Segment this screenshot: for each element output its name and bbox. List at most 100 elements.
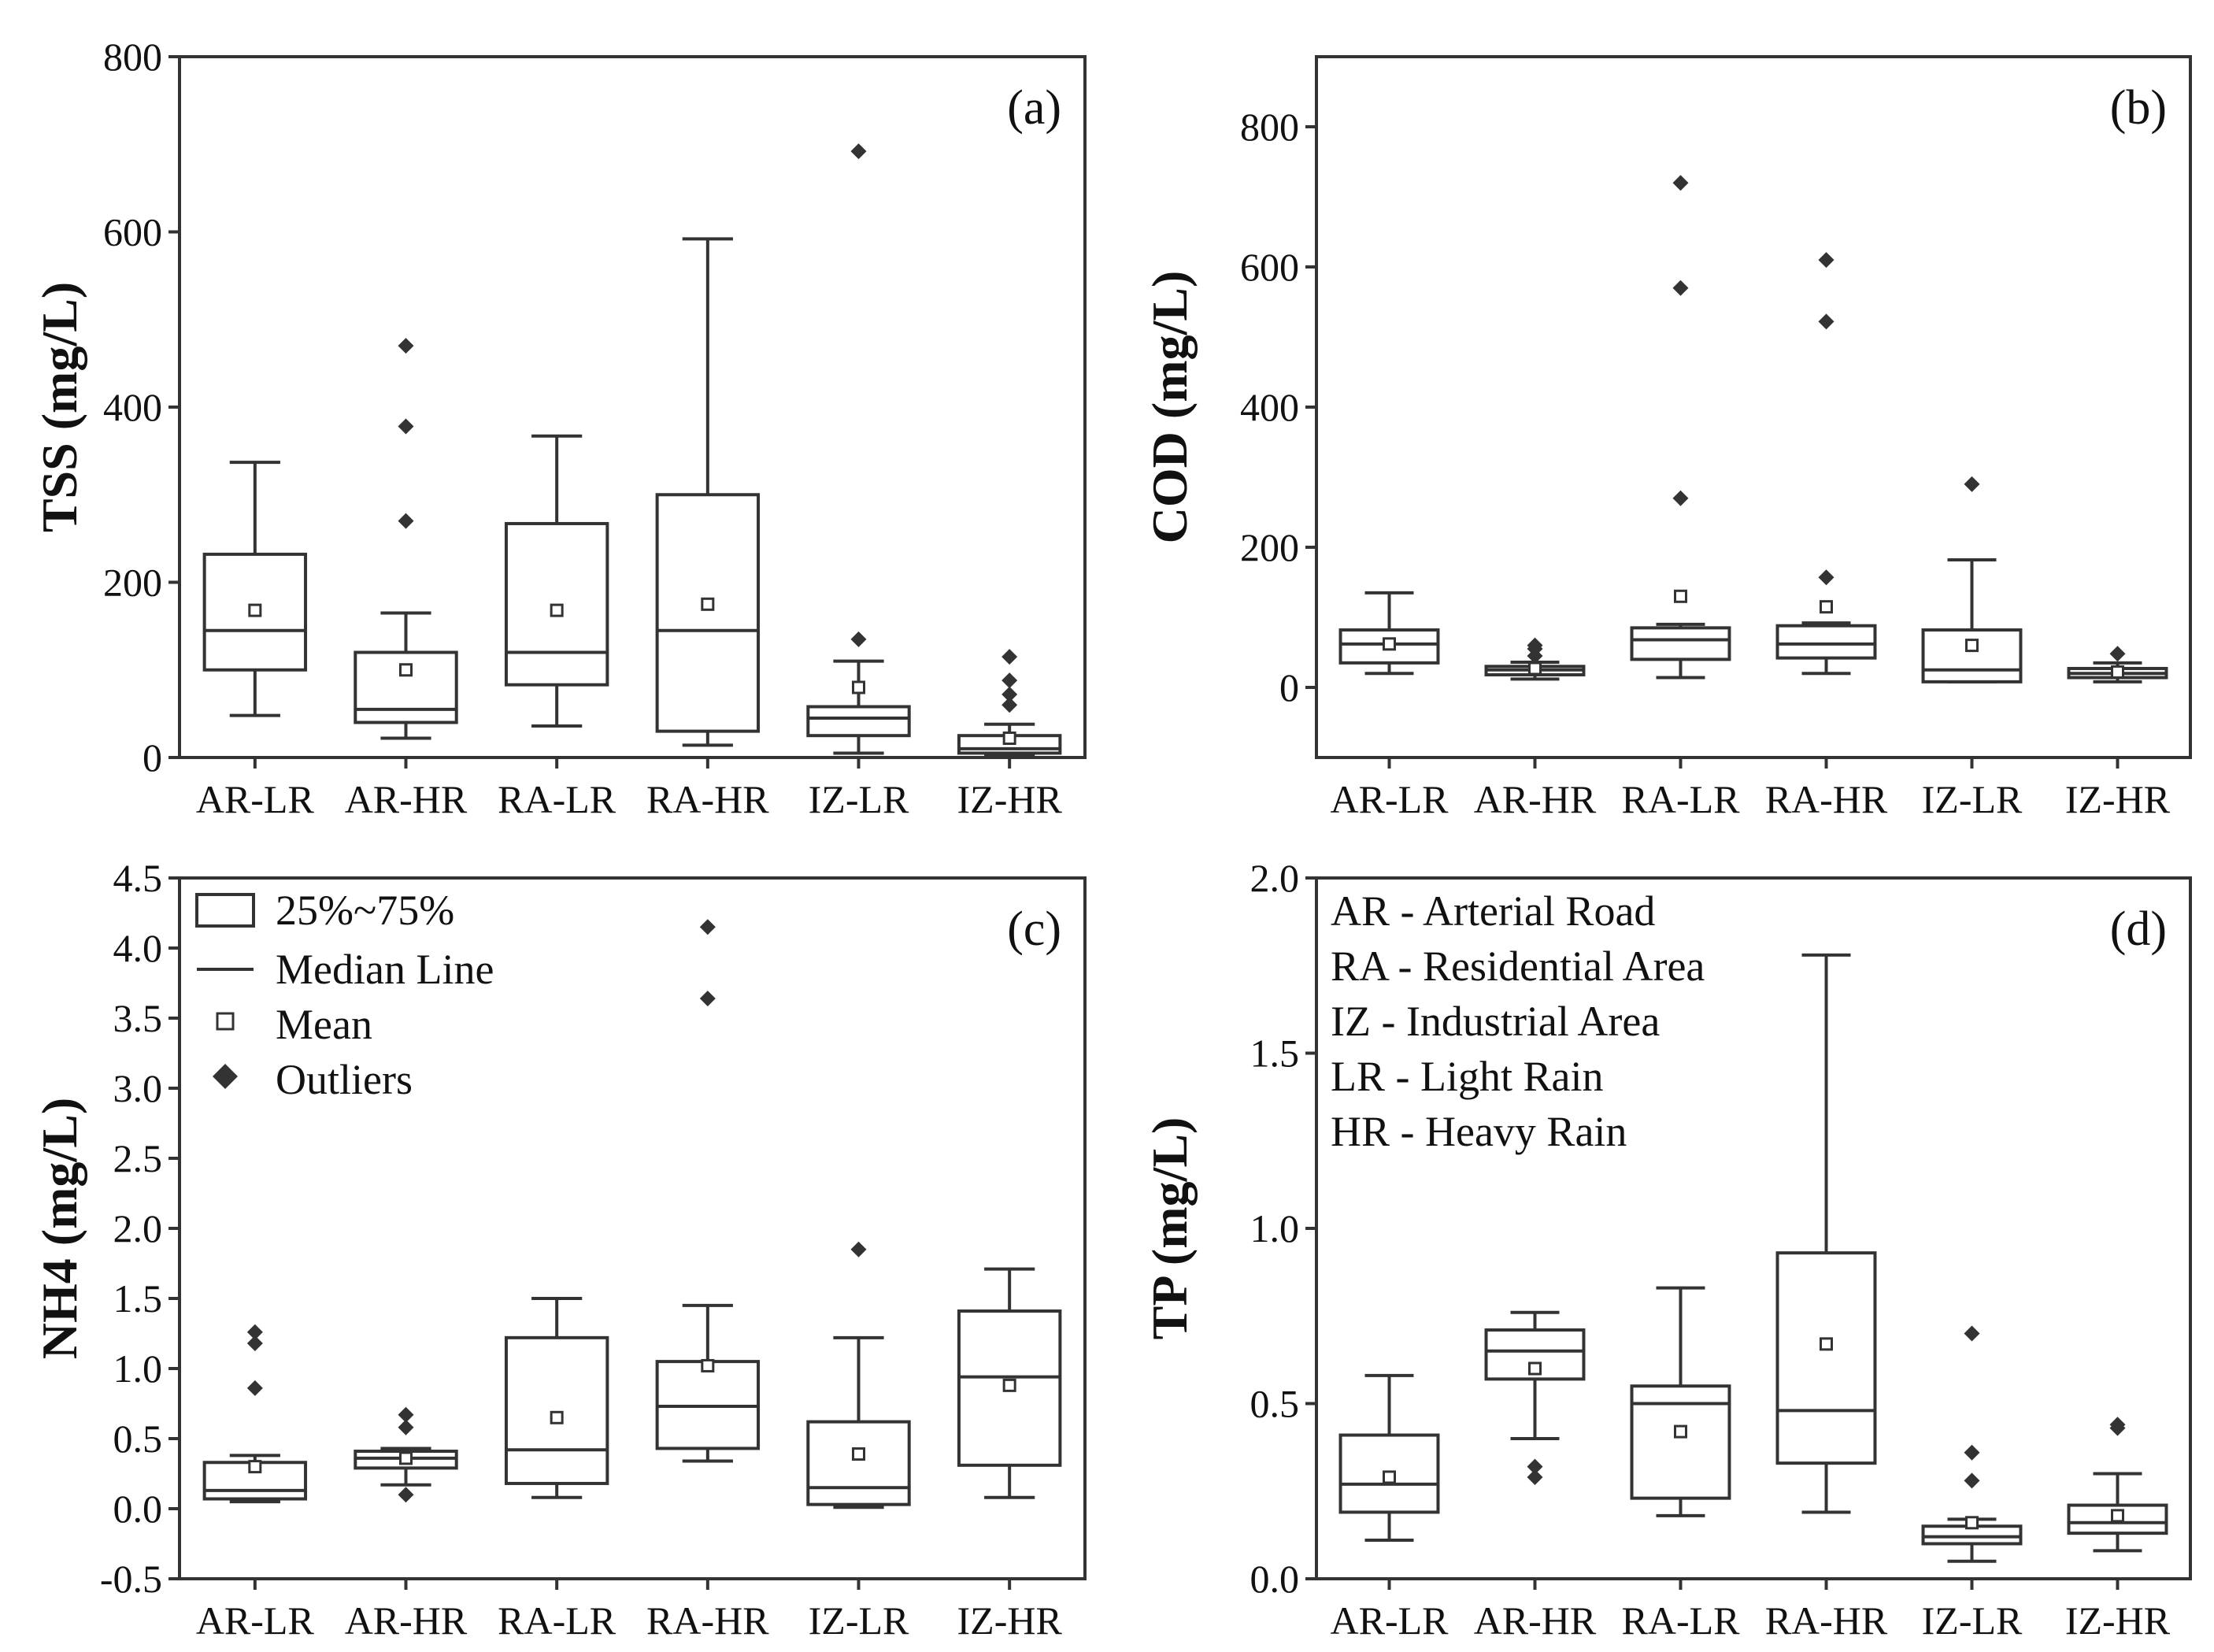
outlier-marker	[1672, 490, 1689, 506]
x-tick-label: AR-HR	[345, 777, 468, 821]
x-tick-label: RA-HR	[646, 777, 769, 821]
outlier-marker	[1818, 569, 1835, 586]
x-tick-label: RA-LR	[498, 1598, 616, 1643]
y-tick-label: 0	[1279, 665, 1299, 709]
box-iz-lr	[806, 143, 911, 755]
legend-box-swatch	[195, 893, 255, 928]
y-tick-label: 600	[103, 210, 162, 254]
mean-marker	[2111, 1509, 2124, 1523]
outlier-marker	[398, 338, 414, 354]
mean-marker	[1528, 661, 1542, 676]
x-tick-label: RA-HR	[646, 1598, 769, 1643]
outlier-marker	[1964, 476, 1980, 492]
mean-marker	[399, 1451, 413, 1465]
outlier-marker	[246, 1380, 263, 1396]
x-tick-label: IZ-LR	[1922, 1598, 2023, 1643]
y-tick-label: 200	[103, 561, 162, 605]
box-iz-hr	[2067, 1417, 2168, 1553]
box-ra-hr	[1775, 252, 1877, 676]
box-ra-lr	[504, 1297, 609, 1499]
iqr-box	[806, 705, 911, 738]
x-tick-label: AR-HR	[1474, 1598, 1597, 1643]
iqr-box	[1775, 1251, 1877, 1465]
y-tick-label: 3.5	[113, 996, 163, 1040]
y-tick-label: 200	[1240, 525, 1299, 569]
abbreviation-line: HR - Heavy Rain	[1331, 1108, 1627, 1155]
y-tick-label: 0.0	[1250, 1557, 1300, 1601]
y-tick-label: -0.5	[100, 1557, 162, 1601]
mean-marker	[1965, 1516, 1979, 1530]
iqr-box	[1921, 628, 2023, 683]
outlier-marker	[1672, 280, 1689, 296]
outlier-marker	[1001, 686, 1018, 702]
box-ra-hr	[1775, 953, 1877, 1514]
box-iz-hr	[957, 649, 1062, 757]
x-tick-label: IZ-LR	[1922, 777, 2023, 821]
outlier-marker	[1964, 1472, 1980, 1489]
mean-marker	[2111, 665, 2124, 679]
outlier-marker	[2109, 1417, 2126, 1433]
outlier-marker	[1527, 1469, 1543, 1485]
legend-label: Mean	[276, 1001, 372, 1048]
box-ar-lr	[202, 461, 308, 717]
outlier-marker	[398, 1487, 414, 1503]
abbreviation-line: LR - Light Rain	[1331, 1053, 1603, 1100]
iqr-box	[655, 493, 761, 733]
legend-label: Median Line	[276, 946, 494, 993]
y-tick-label: 400	[1240, 385, 1299, 429]
outlier-marker	[1001, 672, 1018, 689]
y-tick-label: 0.0	[113, 1487, 163, 1531]
box-ar-lr	[202, 1324, 308, 1504]
y-axis-title: TSS (mg/L)	[31, 282, 87, 532]
iqr-box	[1775, 624, 1877, 660]
y-tick-label: 3.0	[113, 1066, 163, 1110]
x-tick-label: IZ-HR	[957, 777, 1063, 821]
x-tick-label: AR-HR	[345, 1598, 468, 1643]
x-tick-label: AR-LR	[196, 1598, 315, 1643]
outlier-marker	[1527, 1458, 1543, 1475]
mean-marker	[1674, 589, 1687, 603]
outlier-marker	[246, 1324, 263, 1340]
outlier-marker	[1964, 1325, 1980, 1342]
y-tick-label: 0.5	[1250, 1382, 1300, 1426]
outlier-marker	[1818, 313, 1835, 330]
outlier-marker	[850, 143, 867, 160]
outlier-marker	[246, 1335, 263, 1351]
mean-marker	[550, 603, 564, 617]
outlier-marker	[398, 1406, 414, 1423]
box-ra-lr	[1630, 1286, 1731, 1517]
legend-label: 25%~75%	[276, 887, 454, 934]
x-tick-label: IZ-LR	[809, 777, 909, 821]
box-ar-hr	[1484, 637, 1586, 681]
x-tick-label: RA-LR	[1622, 777, 1741, 821]
outlier-marker	[1527, 637, 1543, 654]
outlier-marker	[699, 919, 716, 935]
x-tick-label: AR-LR	[196, 777, 315, 821]
iqr-box	[1484, 1328, 1586, 1381]
y-tick-label: 800	[103, 35, 162, 79]
box-iz-lr	[1921, 1325, 2023, 1563]
x-tick-label: RA-LR	[1622, 1598, 1741, 1643]
legend: 25%~75% Median Line Mean Outliers	[195, 887, 494, 1103]
outlier-marker	[2109, 646, 2126, 662]
panel-label: (b)	[2110, 81, 2167, 135]
mean-marker	[1002, 732, 1016, 746]
outlier-marker	[1672, 175, 1689, 191]
iqr-box	[354, 650, 458, 724]
outlier-marker	[1001, 649, 1018, 665]
mean-marker	[248, 1460, 262, 1474]
y-axis-title: NH4 (mg/L)	[31, 1098, 87, 1359]
mean-marker	[852, 1447, 865, 1461]
mean-marker	[1965, 639, 1979, 653]
panel-label: (d)	[2110, 902, 2167, 956]
panel-label: (c)	[1007, 902, 1061, 956]
y-tick-label: 0	[143, 735, 162, 780]
x-tick-label: AR-LR	[1331, 1598, 1449, 1643]
mean-marker	[1820, 600, 1833, 614]
y-tick-label: 2.5	[113, 1136, 163, 1180]
mean-marker	[550, 1410, 564, 1424]
panel-a: 0 200 400 600 800 AR-LR AR-HR RA-LR RA-HR IZ-LR IZ…	[31, 35, 1087, 821]
y-tick-label: 1.5	[1250, 1032, 1300, 1076]
box-ar-lr	[1338, 1373, 1440, 1543]
